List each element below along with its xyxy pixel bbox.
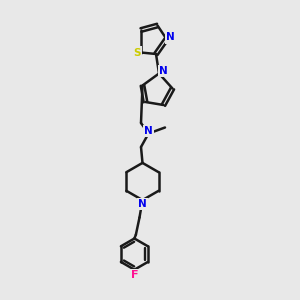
Text: N: N [159,66,168,76]
Text: N: N [144,126,153,136]
Text: N: N [138,199,147,209]
Text: S: S [134,47,141,58]
Text: F: F [131,270,139,280]
Text: N: N [166,32,175,43]
